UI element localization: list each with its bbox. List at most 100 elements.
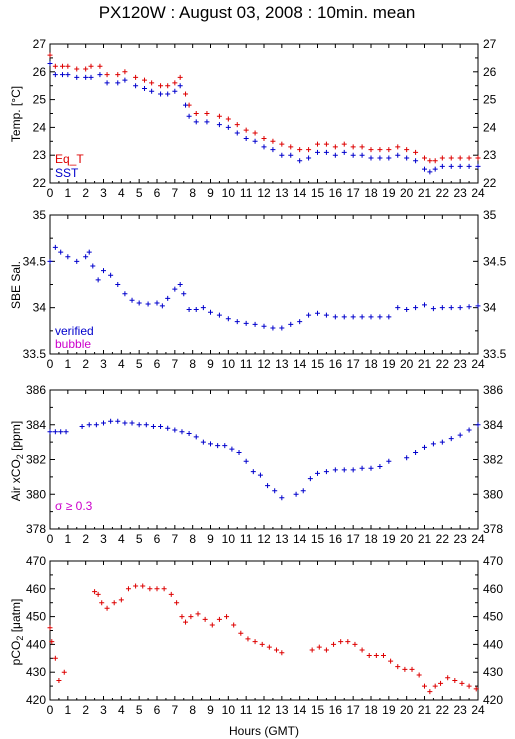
data-point: [466, 427, 472, 433]
data-point: [293, 491, 299, 497]
x-tick-label: 1: [64, 703, 71, 717]
data-point: [459, 680, 465, 686]
data-point: [97, 72, 103, 78]
x-tick-label: 24: [471, 186, 485, 200]
data-point: [404, 155, 410, 161]
x-tick-label: 7: [171, 532, 178, 546]
data-point: [133, 583, 139, 589]
data-point: [331, 641, 337, 647]
data-point: [422, 155, 427, 161]
y-tick-label-right: 25: [483, 93, 497, 107]
data-point: [323, 469, 329, 475]
x-tick-label: 13: [275, 532, 289, 546]
data-point: [118, 597, 124, 603]
data-point: [145, 301, 151, 307]
y-tick-label-left: 420: [26, 693, 46, 707]
legend-eqt: Eq_T: [55, 152, 84, 166]
x-tick-label: 12: [257, 186, 271, 200]
x-tick-label: 24: [471, 357, 485, 371]
data-point: [177, 282, 183, 287]
x-tick-label: 20: [400, 532, 414, 546]
data-point: [158, 423, 164, 429]
data-point: [90, 263, 96, 269]
data-point: [136, 422, 142, 428]
data-point: [149, 88, 155, 94]
x-tick-label: 4: [118, 186, 125, 200]
x-tick-label: 6: [154, 703, 161, 717]
y-tick-label-left: 35: [33, 208, 47, 222]
data-point: [279, 325, 285, 331]
data-point: [165, 83, 171, 89]
data-point: [373, 653, 379, 659]
x-tick-label: 22: [436, 186, 450, 200]
data-point: [193, 111, 199, 116]
data-point: [432, 683, 438, 689]
data-point: [432, 166, 438, 172]
data-point: [65, 72, 71, 78]
data-point: [352, 641, 358, 647]
data-point: [108, 418, 114, 424]
y-tick-label-right: 34: [483, 301, 497, 315]
x-tick-label: 11: [240, 357, 253, 371]
data-point: [108, 272, 114, 278]
data-point: [142, 85, 148, 91]
y-tick-label-right: 386: [483, 383, 503, 397]
data-point: [332, 314, 338, 320]
data-point: [165, 425, 171, 431]
data-point: [99, 600, 105, 606]
data-point: [297, 319, 303, 325]
x-tick-label: 19: [382, 186, 396, 200]
data-point: [386, 458, 392, 464]
data-point: [270, 138, 276, 144]
data-point: [159, 303, 165, 309]
data-point: [97, 63, 103, 69]
data-point: [59, 63, 65, 69]
x-tick-label: 5: [136, 532, 143, 546]
x-tick-label: 8: [189, 703, 196, 717]
data-point: [243, 320, 249, 326]
x-tick-label: 9: [207, 532, 214, 546]
data-point: [59, 72, 65, 78]
data-point: [216, 113, 222, 119]
x-tick-label: 7: [171, 703, 178, 717]
y-tick-label-left: 384: [26, 418, 46, 432]
data-point: [129, 297, 135, 303]
data-point: [183, 91, 189, 97]
data-point: [111, 600, 117, 606]
x-axis-label: Hours (GMT): [229, 724, 299, 738]
x-tick-label: 10: [222, 186, 236, 200]
data-point: [200, 439, 206, 445]
data-point: [86, 422, 92, 428]
x-tick-label: 17: [346, 703, 360, 717]
y-tick-label-left: 25: [33, 93, 47, 107]
x-tick-label: 3: [100, 532, 107, 546]
data-point: [122, 69, 128, 75]
x-tick-label: 4: [118, 357, 125, 371]
x-tick-label: 11: [240, 186, 253, 200]
x-tick-label: 3: [100, 186, 107, 200]
series-xco2: [47, 418, 481, 501]
y-tick-label-right: 23: [483, 148, 497, 162]
data-point: [332, 152, 338, 158]
data-point: [457, 155, 463, 161]
x-tick-label: 3: [100, 703, 107, 717]
data-point: [341, 467, 347, 473]
data-point: [129, 420, 135, 426]
x-tick-label: 14: [293, 532, 307, 546]
data-point: [179, 614, 185, 620]
data-point: [341, 314, 347, 320]
data-point: [183, 619, 189, 625]
x-tick-label: 2: [82, 703, 89, 717]
x-tick-label: 0: [47, 357, 54, 371]
x-tick-label: 1: [64, 532, 71, 546]
data-point: [122, 77, 128, 83]
x-tick-label: 7: [171, 186, 178, 200]
data-point: [225, 316, 231, 322]
x-tick-label: 18: [364, 186, 378, 200]
data-point: [47, 625, 53, 631]
data-point: [56, 678, 62, 684]
data-point: [183, 102, 189, 108]
plot-xco2: 0 1 2 3 4 5 6 7 8 9 10 11 12 13 14 15 16 17 18 19 20 21 22 23 24…: [26, 383, 503, 546]
data-point: [252, 321, 258, 327]
